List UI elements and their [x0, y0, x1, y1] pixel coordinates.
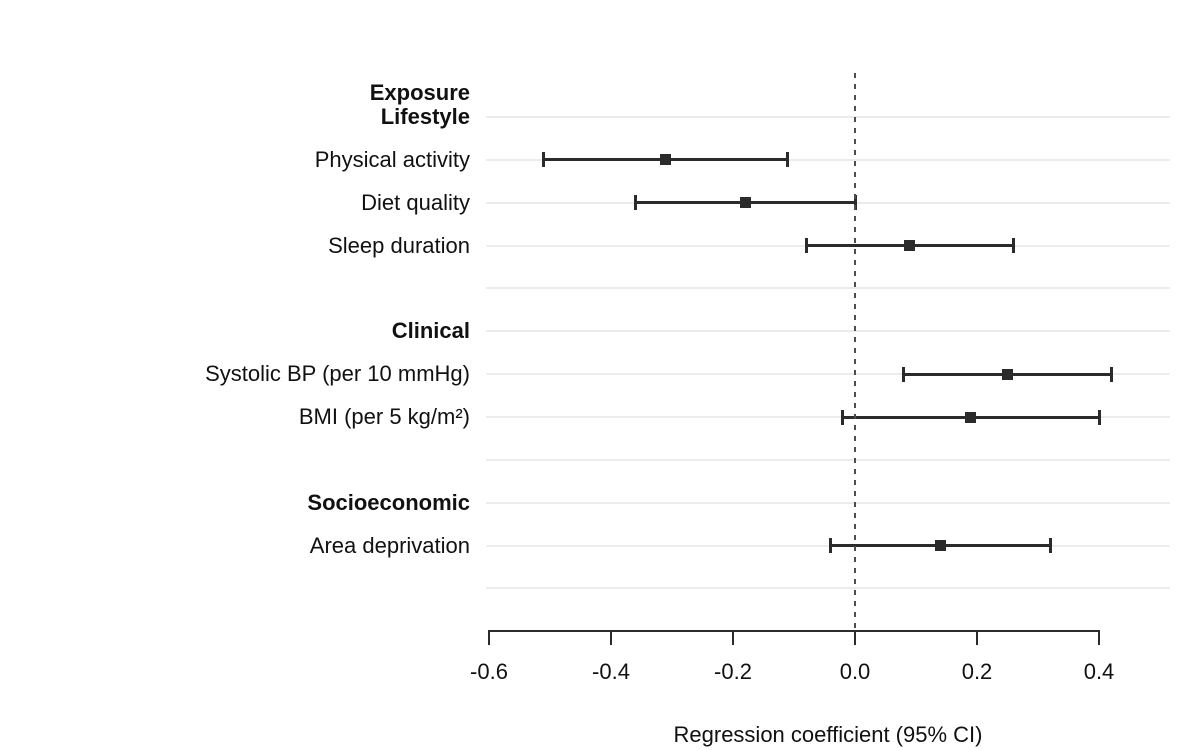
x-axis-tick-label: -0.4: [592, 659, 630, 684]
point-marker: [934, 540, 946, 552]
group-header-label: Socioeconomic: [307, 489, 470, 515]
ci-cap-high: [1109, 366, 1113, 382]
row-label: Physical activity: [314, 146, 470, 172]
x-axis-tick: [976, 631, 978, 645]
ci-cap-low: [804, 238, 808, 254]
ci-cap-low: [902, 366, 906, 382]
row-label: Diet quality: [361, 189, 470, 215]
row-label: BMI (per 5 kg/m²): [298, 404, 470, 430]
x-axis-tick-label: 0.0: [839, 659, 871, 684]
x-axis-tick-label: 0.4: [1083, 659, 1115, 684]
group-header-label: Clinical: [391, 318, 470, 344]
row-label: Systolic BP (per 10 mmHg): [205, 361, 470, 387]
row-label: Sleep duration: [328, 232, 470, 258]
x-axis-tick: [732, 631, 734, 645]
ci-cap-high: [1097, 409, 1101, 425]
x-axis-line: [488, 630, 1100, 632]
x-axis-tick: [488, 631, 490, 645]
x-axis-tick: [610, 631, 612, 645]
row-gridline: [486, 158, 1170, 161]
x-axis-tick: [854, 631, 856, 645]
ci-cap-high: [1012, 238, 1016, 254]
x-axis-tick: [1098, 631, 1100, 645]
ci-cap-low: [841, 409, 845, 425]
row-gridline: [486, 330, 1170, 333]
x-axis-tick-label: -0.2: [714, 659, 752, 684]
group-header-label: Lifestyle: [380, 104, 470, 129]
row-label: Area deprivation: [309, 532, 470, 558]
row-gridline: [486, 544, 1170, 547]
row-gridline: [486, 416, 1170, 419]
point-marker: [965, 411, 977, 423]
ci-cap-high: [786, 152, 790, 168]
row-gridline: [486, 458, 1170, 461]
ci-cap-low: [542, 152, 546, 168]
ci-cap-low: [633, 195, 637, 211]
x-axis-title: Regression coefficient (95% CI): [673, 722, 983, 747]
point-marker: [1002, 368, 1013, 380]
row-gridline: [486, 373, 1170, 376]
row-gridline: [486, 501, 1170, 504]
x-axis-tick-label: -0.6: [470, 659, 508, 684]
ci-cap-high: [1048, 538, 1052, 554]
x-axis-tick-label: 0.2: [961, 659, 993, 684]
row-gridline: [486, 287, 1170, 290]
ci-cap-low: [829, 538, 833, 554]
zero-reference-line: [854, 73, 856, 631]
column-header-exposure: Exposure: [369, 80, 470, 105]
point-marker: [904, 240, 916, 252]
row-gridline: [486, 587, 1170, 590]
point-marker: [660, 154, 672, 166]
row-gridline: [486, 116, 1170, 118]
point-marker: [739, 197, 751, 209]
